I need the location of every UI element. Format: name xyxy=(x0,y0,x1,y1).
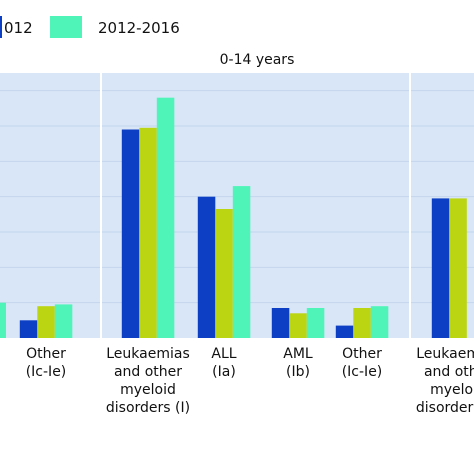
category-label-4: ALL (Ia) xyxy=(211,346,236,380)
category-label-6: Other (Ic-Ie) xyxy=(342,346,383,380)
legend-swatch-series-3 xyxy=(50,16,82,38)
category-label-3: Leukaemias and other myeloid disorders (I) xyxy=(106,346,190,416)
bar-cat5-series3 xyxy=(306,308,325,338)
bar-cat6-series1 xyxy=(335,325,354,338)
bar-cat5-series2 xyxy=(289,313,307,338)
bar-cat2-series2 xyxy=(37,306,55,338)
bar-left-edge-partial xyxy=(0,302,6,338)
bar-cat7-series2 xyxy=(449,198,467,338)
bar-cat2-series3 xyxy=(54,304,73,338)
category-label-2: Other (Ic-Ie) xyxy=(26,346,67,380)
group-dividers xyxy=(100,73,411,338)
bar-cat6-series2 xyxy=(353,308,371,338)
bar-cat5-series1 xyxy=(271,308,290,338)
bar-cat6-series3 xyxy=(370,306,389,338)
age-group-label: 0-14 years xyxy=(220,52,295,68)
bar-cat4-series1 xyxy=(197,196,216,338)
bars xyxy=(0,97,467,338)
bar-cat3-series1 xyxy=(121,129,140,338)
bar-cat3-series3 xyxy=(156,97,175,338)
bar-cat4-series2 xyxy=(215,209,233,338)
bar-cat7-series1 xyxy=(431,198,450,338)
legend: 012 2012-2016 xyxy=(0,16,180,38)
bar-cat3-series2 xyxy=(139,127,157,338)
legend-swatch-series-1 xyxy=(0,16,2,38)
bar-cat4-series3 xyxy=(232,186,251,338)
category-label-5: AML (Ib) xyxy=(283,346,313,380)
legend-label-series-3: 2012-2016 xyxy=(98,19,180,37)
legend-label-series-1: 012 xyxy=(4,19,33,37)
bar-cat2-series1 xyxy=(19,320,38,338)
